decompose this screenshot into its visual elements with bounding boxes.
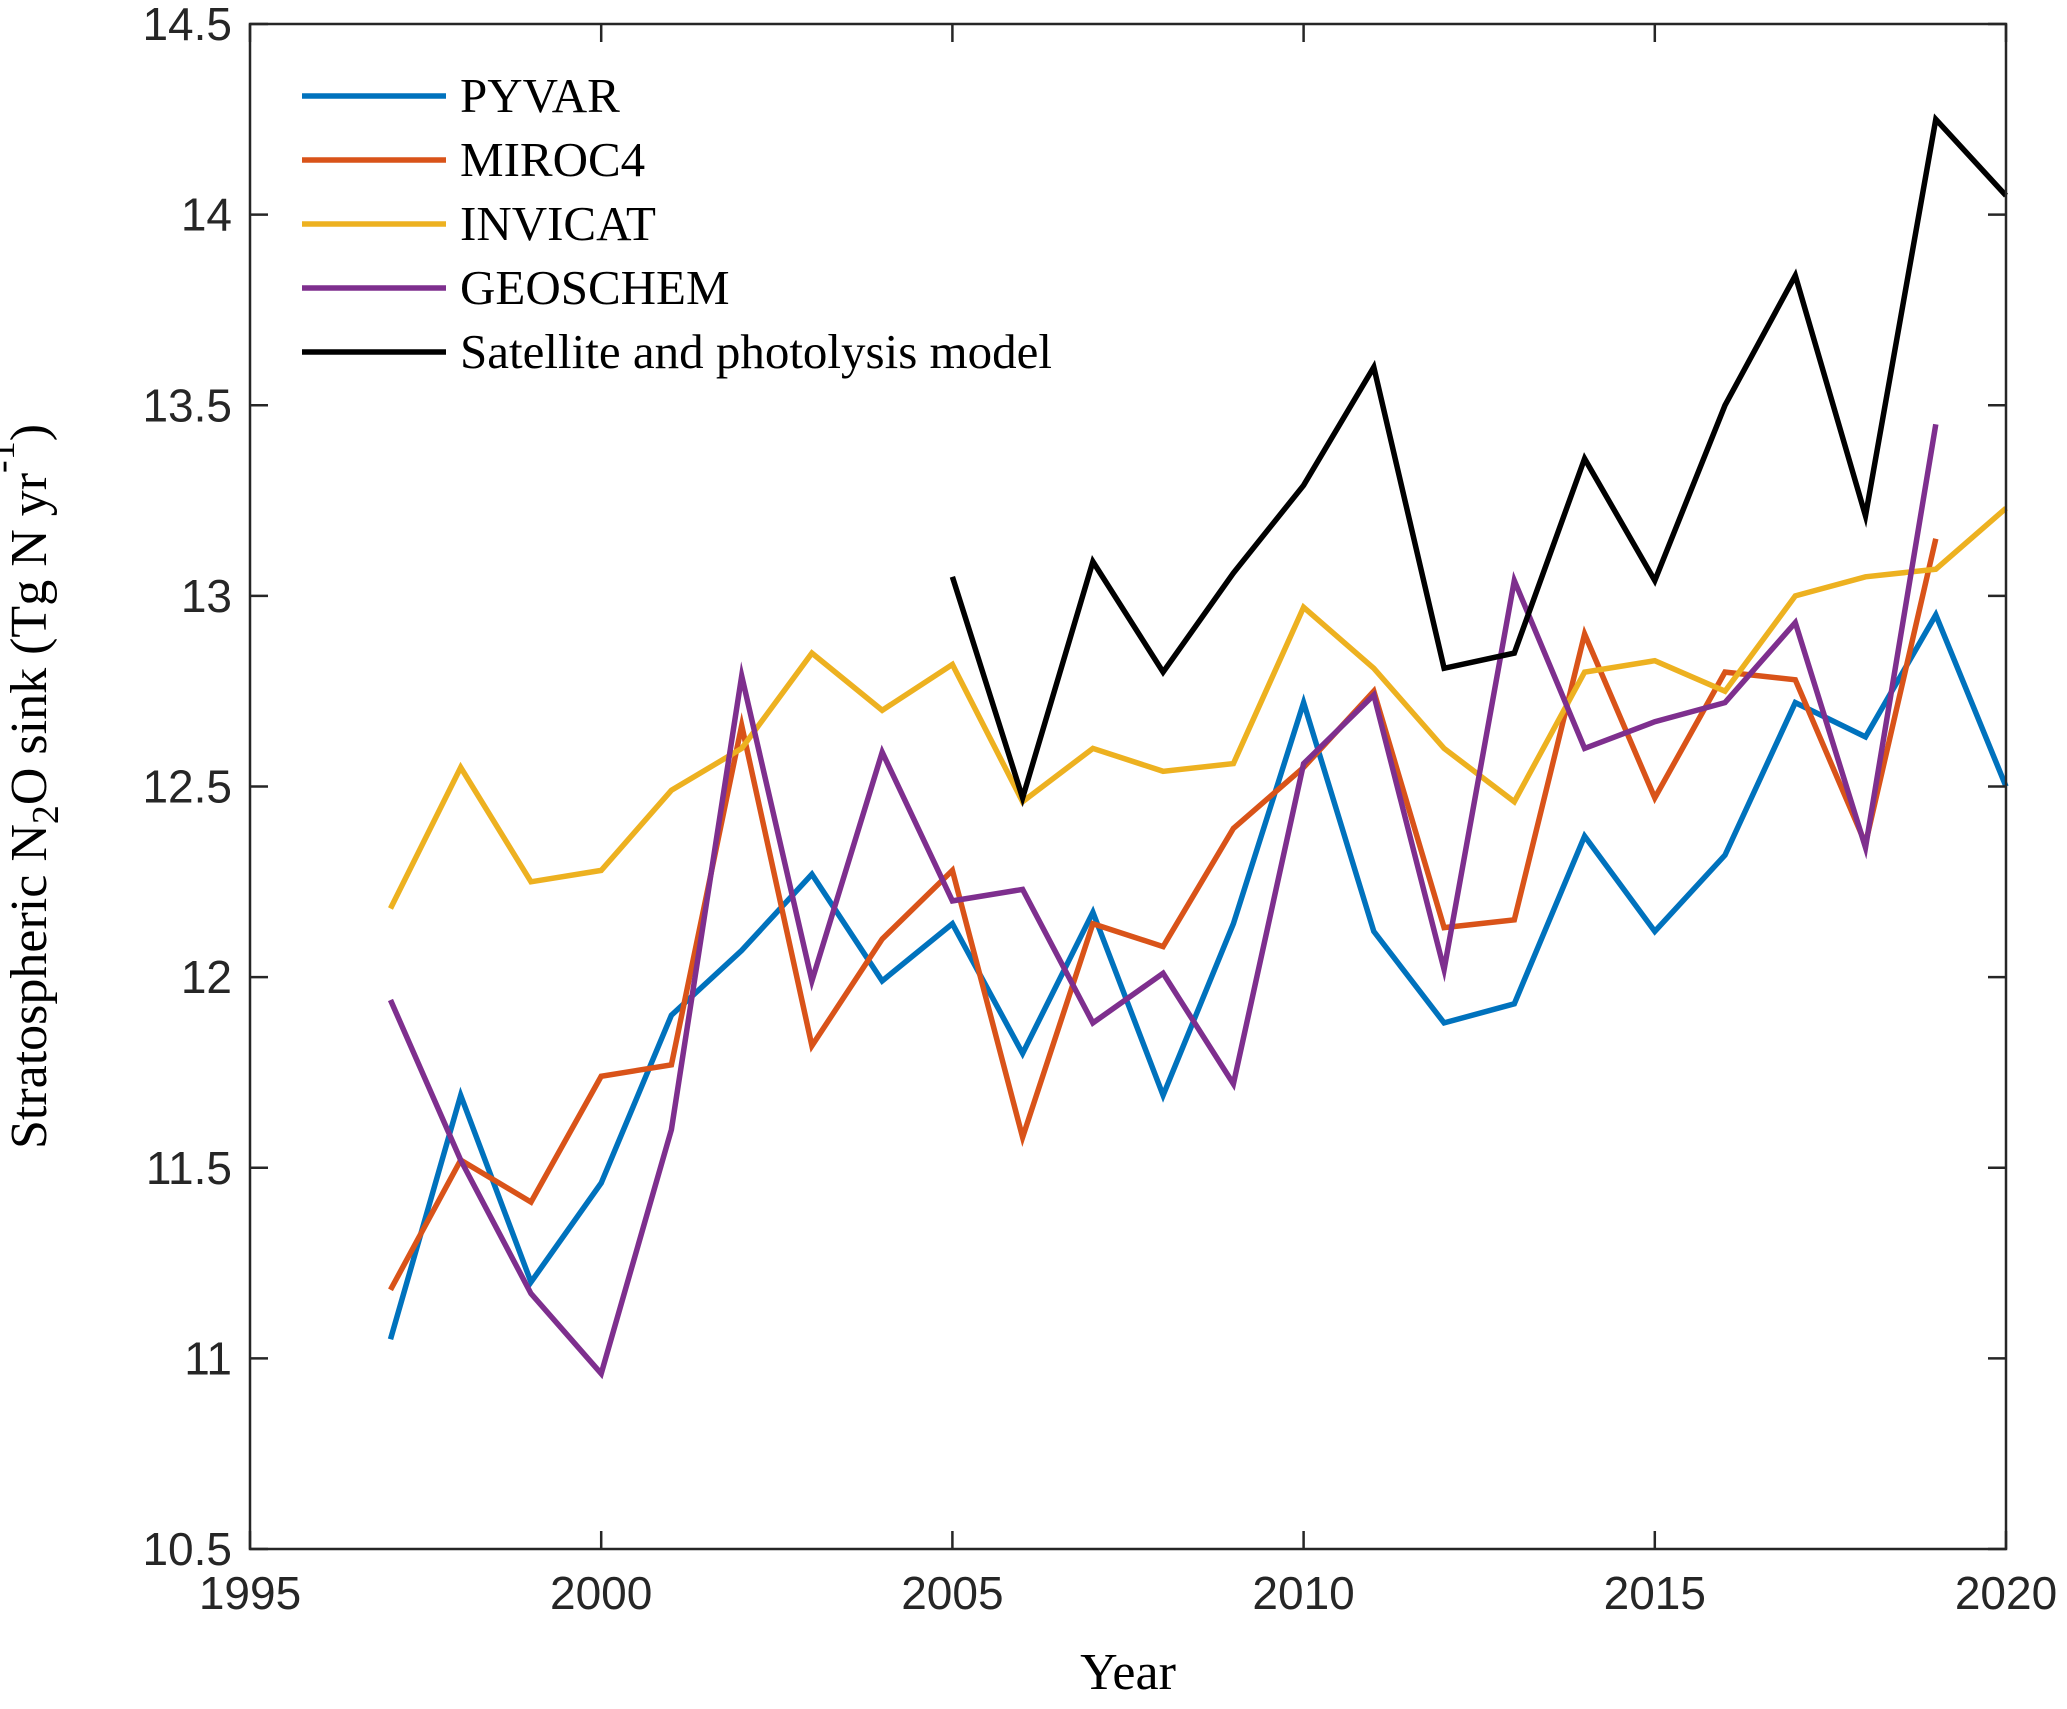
y-tick-label: 14 bbox=[181, 189, 232, 241]
y-axis-label-part: ) bbox=[1, 424, 58, 441]
x-tick-label: 2005 bbox=[901, 1567, 1003, 1619]
tick-marks bbox=[248, 22, 2008, 1551]
legend-item: INVICAT bbox=[302, 196, 656, 251]
x-tick-labels: 1995 2000 2005 2010 2015 2020 bbox=[199, 1567, 2057, 1619]
series-pyvar bbox=[387, 608, 2009, 1341]
y-axis-label: Stratospheric N2O sink (Tg N yr-1) bbox=[0, 424, 67, 1149]
y-tick-label: 13.5 bbox=[142, 379, 232, 431]
series-satellite-and-photolysis-model bbox=[949, 113, 2009, 808]
y-tick-label: 13 bbox=[181, 570, 232, 622]
x-axis-label: Year bbox=[1080, 1644, 1176, 1701]
y-axis-label-part: -1 bbox=[0, 441, 23, 473]
y-tick-label: 14.5 bbox=[142, 0, 232, 50]
legend-item: Satellite and photolysis model bbox=[302, 324, 1052, 379]
x-tick-label: 2020 bbox=[1955, 1567, 2057, 1619]
series-line bbox=[949, 113, 2009, 808]
legend-item: PYVAR bbox=[302, 68, 620, 123]
legend-label: GEOSCHEM bbox=[460, 260, 730, 315]
y-axis-label-part: 2 bbox=[25, 805, 67, 824]
x-tick-label: 1995 bbox=[199, 1567, 301, 1619]
legend-label: PYVAR bbox=[460, 68, 620, 123]
series-invicat bbox=[388, 506, 2008, 910]
y-tick-labels: 10.5 11 11.5 12 12.5 13 13.5 14 14.5 bbox=[142, 0, 232, 1575]
y-tick-label: 11 bbox=[184, 1332, 232, 1384]
series-miroc4 bbox=[388, 538, 1939, 1292]
series-line bbox=[387, 423, 1939, 1380]
legend-label: MIROC4 bbox=[460, 132, 645, 187]
y-tick-label: 12 bbox=[181, 951, 232, 1003]
legend-item: GEOSCHEM bbox=[302, 260, 730, 315]
series-layer bbox=[387, 113, 2009, 1380]
series-line bbox=[388, 506, 2008, 910]
legend-label: INVICAT bbox=[460, 196, 656, 251]
series-line bbox=[388, 538, 1939, 1292]
y-axis-label-part: Stratospheric N bbox=[1, 824, 58, 1149]
x-tick-label: 2010 bbox=[1252, 1567, 1354, 1619]
y-tick-label: 12.5 bbox=[142, 761, 232, 813]
series-geoschem bbox=[387, 423, 1939, 1380]
legend-label: Satellite and photolysis model bbox=[460, 324, 1052, 379]
x-tick-label: 2015 bbox=[1604, 1567, 1706, 1619]
y-tick-label: 10.5 bbox=[142, 1523, 232, 1575]
y-axis-label-part: O sink (Tg N yr bbox=[1, 473, 58, 805]
x-tick-label: 2000 bbox=[550, 1567, 652, 1619]
y-tick-label: 11.5 bbox=[146, 1142, 232, 1194]
plot-area-frame bbox=[248, 22, 2008, 1551]
legend: PYVAR MIROC4 INVICAT GEOSCHEM Satellite and … bbox=[302, 68, 1052, 379]
legend-item: MIROC4 bbox=[302, 132, 645, 187]
series-line bbox=[387, 608, 2009, 1341]
